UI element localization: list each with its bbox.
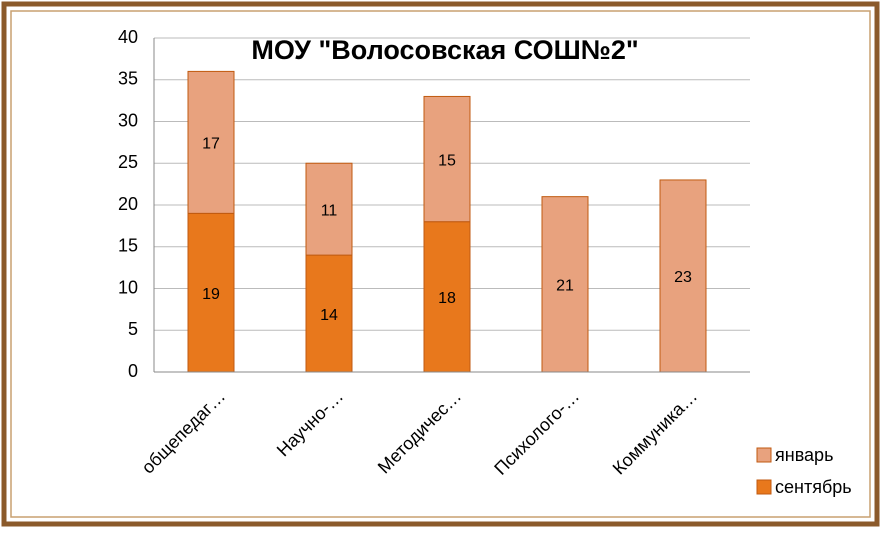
chart-title: МОУ "Волосовская СОШ№2" <box>251 35 638 65</box>
y-tick-label: 30 <box>118 110 138 130</box>
legend-swatch <box>756 479 772 495</box>
data-label: 23 <box>674 269 692 286</box>
y-tick-label: 20 <box>118 194 138 214</box>
bar-segment <box>541 196 589 373</box>
y-tick-label: 25 <box>118 152 138 172</box>
inner-frame <box>10 10 871 518</box>
bar-segment <box>659 179 707 373</box>
data-label: 21 <box>556 278 574 295</box>
legend-label: январь <box>775 445 833 465</box>
bar-segment <box>305 254 353 373</box>
y-tick-label: 5 <box>128 319 138 339</box>
bar-segment <box>187 70 235 214</box>
bar-segment <box>423 221 471 373</box>
y-tick-label: 35 <box>118 69 138 89</box>
y-tick-label: 0 <box>128 361 138 381</box>
data-label: 11 <box>321 202 338 219</box>
legend-swatch <box>756 447 772 463</box>
y-tick-label: 15 <box>118 236 138 256</box>
bar-segment <box>187 212 235 373</box>
data-label: 17 <box>202 136 220 153</box>
bar-segment <box>423 95 471 223</box>
bar-segment <box>305 162 353 256</box>
data-label: 14 <box>320 307 338 324</box>
data-label: 18 <box>438 290 456 307</box>
legend-label: сентябрь <box>775 477 852 497</box>
y-tick-label: 10 <box>118 277 138 297</box>
data-label: 15 <box>438 152 456 169</box>
y-tick-label: 40 <box>118 27 138 47</box>
data-label: 19 <box>202 286 220 303</box>
